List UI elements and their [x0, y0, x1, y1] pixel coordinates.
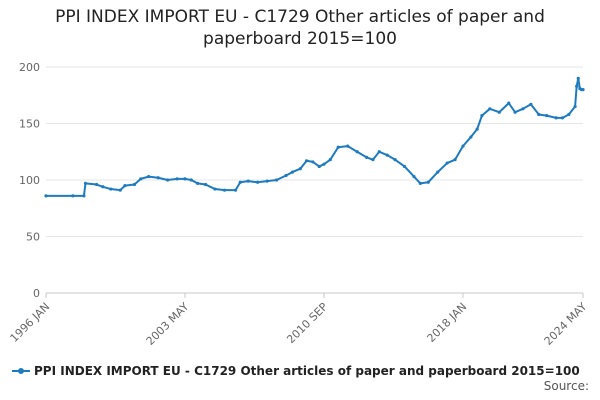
- data-point-47[interactable]: [436, 170, 440, 174]
- x-tick-label-3: 2018 JAN: [425, 300, 470, 345]
- data-point-27[interactable]: [284, 173, 288, 178]
- data-point-57[interactable]: [513, 110, 517, 114]
- data-point-7[interactable]: [118, 188, 122, 192]
- data-point-23[interactable]: [246, 179, 250, 183]
- data-point-19[interactable]: [213, 187, 217, 191]
- data-point-15[interactable]: [183, 177, 187, 181]
- data-point-49[interactable]: [453, 158, 457, 162]
- y-tick-label-150: 150: [19, 118, 40, 131]
- data-point-16[interactable]: [189, 178, 193, 182]
- legend[interactable]: PPI INDEX IMPORT EU - C1729 Other articl…: [12, 364, 580, 378]
- grid-lines: [46, 66, 583, 294]
- data-point-40[interactable]: [377, 150, 381, 154]
- data-point-64[interactable]: [567, 112, 571, 117]
- data-point-56[interactable]: [507, 101, 511, 105]
- data-point-26[interactable]: [274, 178, 279, 182]
- data-point-8[interactable]: [123, 184, 127, 188]
- data-point-60[interactable]: [537, 112, 541, 117]
- data-point-55[interactable]: [497, 110, 501, 114]
- data-point-18[interactable]: [203, 182, 208, 187]
- data-point-59[interactable]: [529, 102, 533, 106]
- y-axis: 0 50 100 150 200: [19, 61, 40, 300]
- data-point-58[interactable]: [521, 107, 525, 111]
- data-point-28[interactable]: [290, 170, 294, 174]
- data-point-12[interactable]: [156, 176, 160, 180]
- data-point-2[interactable]: [82, 194, 86, 198]
- data-point-0[interactable]: [44, 194, 48, 198]
- data-point-46[interactable]: [426, 180, 430, 184]
- data-point-32[interactable]: [317, 164, 321, 169]
- data-point-1[interactable]: [71, 194, 75, 198]
- data-point-17[interactable]: [196, 181, 200, 185]
- data-point-13[interactable]: [166, 178, 170, 182]
- x-tick-label-0: 1996 JAN: [8, 300, 53, 345]
- data-point-39[interactable]: [371, 158, 375, 162]
- chart-title: PPI INDEX IMPORT EU - C1729 Other articl…: [0, 6, 600, 50]
- x-tick-label-4: 2024 MAY: [542, 300, 590, 348]
- data-point-62[interactable]: [554, 116, 558, 120]
- data-point-37[interactable]: [355, 150, 359, 154]
- data-point-50[interactable]: [461, 144, 465, 148]
- data-point-4[interactable]: [94, 182, 99, 187]
- data-point-34[interactable]: [328, 158, 332, 162]
- legend-label[interactable]: PPI INDEX IMPORT EU - C1729 Other articl…: [34, 364, 580, 378]
- data-point-29[interactable]: [298, 167, 302, 171]
- data-point-3[interactable]: [83, 181, 88, 185]
- data-point-35[interactable]: [336, 145, 340, 149]
- series-line-0[interactable]: [46, 77, 583, 197]
- series-layer: [44, 76, 585, 198]
- data-point-65[interactable]: [573, 104, 577, 109]
- data-point-61[interactable]: [545, 113, 549, 118]
- data-point-25[interactable]: [265, 179, 269, 183]
- data-point-48[interactable]: [445, 161, 449, 165]
- data-point-43[interactable]: [402, 164, 407, 169]
- data-point-52[interactable]: [475, 127, 479, 131]
- data-point-70[interactable]: [581, 88, 585, 92]
- y-tick-label-0: 0: [33, 287, 40, 300]
- x-tick-label-2: 2010 SEP: [284, 300, 330, 346]
- source-label: Source:: [544, 379, 589, 393]
- x-axis: 1996 JAN 2003 MAY 2010 SEP 2018 JAN 2024 MAY: [8, 292, 590, 348]
- data-point-66[interactable]: [575, 84, 579, 88]
- data-point-24[interactable]: [256, 180, 260, 184]
- data-point-63[interactable]: [560, 116, 565, 120]
- data-point-36[interactable]: [346, 144, 350, 148]
- data-point-6[interactable]: [109, 187, 113, 191]
- data-point-51[interactable]: [469, 135, 473, 139]
- data-point-67[interactable]: [576, 76, 580, 80]
- data-point-45[interactable]: [418, 181, 422, 185]
- chart-title-line-2: paperboard 2015=100: [203, 29, 397, 49]
- y-tick-label-50: 50: [26, 231, 40, 244]
- data-point-22[interactable]: [238, 180, 242, 184]
- data-point-31[interactable]: [311, 160, 315, 164]
- data-point-41[interactable]: [385, 153, 389, 157]
- data-point-10[interactable]: [139, 177, 143, 181]
- data-point-20[interactable]: [222, 188, 227, 192]
- legend-marker-swatch: [18, 368, 24, 374]
- data-point-5[interactable]: [101, 185, 105, 189]
- data-point-54[interactable]: [488, 107, 492, 111]
- x-tick-label-1: 2003 MAY: [144, 300, 192, 348]
- y-tick-label-200: 200: [19, 61, 40, 74]
- chart-title-line-1: PPI INDEX IMPORT EU - C1729 Other articl…: [55, 7, 545, 27]
- data-point-30[interactable]: [305, 159, 309, 163]
- data-point-42[interactable]: [393, 158, 397, 162]
- data-point-33[interactable]: [322, 162, 326, 166]
- data-point-14[interactable]: [175, 177, 179, 181]
- data-point-53[interactable]: [480, 113, 484, 118]
- y-tick-label-100: 100: [19, 174, 40, 187]
- data-point-44[interactable]: [412, 175, 416, 179]
- data-point-9[interactable]: [132, 182, 137, 187]
- data-point-21[interactable]: [233, 188, 238, 192]
- data-point-38[interactable]: [365, 155, 369, 159]
- data-point-11[interactable]: [147, 175, 151, 179]
